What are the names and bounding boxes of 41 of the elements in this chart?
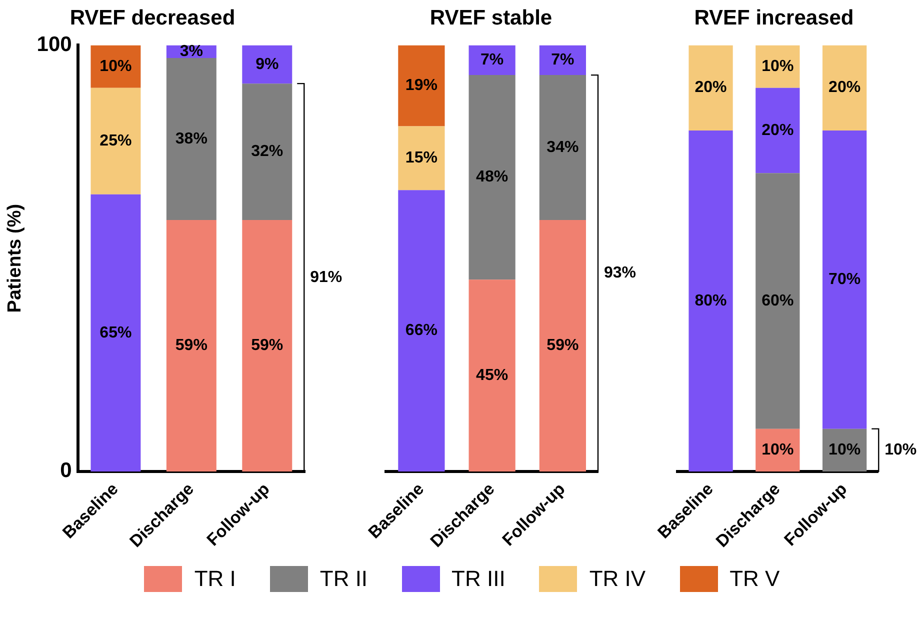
data-label: 20% [828, 79, 861, 96]
text: 93% [604, 264, 636, 282]
data-label: 80% [694, 292, 727, 310]
data-label: 10% [762, 442, 794, 459]
legend-label: TR IV [589, 566, 646, 592]
data-label: 59% [546, 337, 579, 354]
data-label: 10% [100, 58, 132, 75]
data-label: 10% [828, 442, 861, 459]
data-label: 70% [828, 271, 861, 288]
data-label: 38% [175, 130, 208, 148]
data-label: 7% [551, 52, 574, 69]
legend-label: TR III [452, 566, 506, 592]
legend-label: TR I [194, 566, 236, 592]
data-label: 66% [405, 322, 438, 340]
data-label: 3% [180, 43, 203, 60]
y-tick-label: 100 [36, 32, 72, 56]
chart-title: RVEF decreased [70, 6, 236, 30]
data-label: 48% [476, 168, 508, 186]
legend-label: TR V [730, 566, 780, 592]
text: 91% [310, 268, 342, 286]
data-label: 15% [405, 150, 438, 167]
data-label: 25% [100, 132, 132, 150]
data-label: 32% [251, 143, 284, 160]
legend-label: TR II [320, 566, 368, 592]
data-label: 65% [100, 324, 132, 342]
data-label: 9% [256, 56, 279, 73]
chart-title: RVEF stable [430, 6, 552, 30]
data-label: 45% [476, 366, 508, 384]
data-label: 20% [762, 122, 794, 139]
data-label: 59% [251, 337, 284, 354]
data-label: 59% [175, 337, 208, 354]
data-label: 19% [405, 77, 438, 94]
text: 10% [884, 442, 917, 459]
data-label: 7% [480, 52, 504, 69]
chart-title: RVEF increased [694, 6, 854, 30]
data-label: 20% [694, 79, 727, 96]
y-tick-label: 0 [60, 459, 72, 482]
data-label: 60% [762, 292, 794, 310]
data-label: 34% [546, 138, 579, 156]
data-label: 10% [762, 58, 794, 75]
y-axis-title: Patients (%) [4, 204, 26, 313]
